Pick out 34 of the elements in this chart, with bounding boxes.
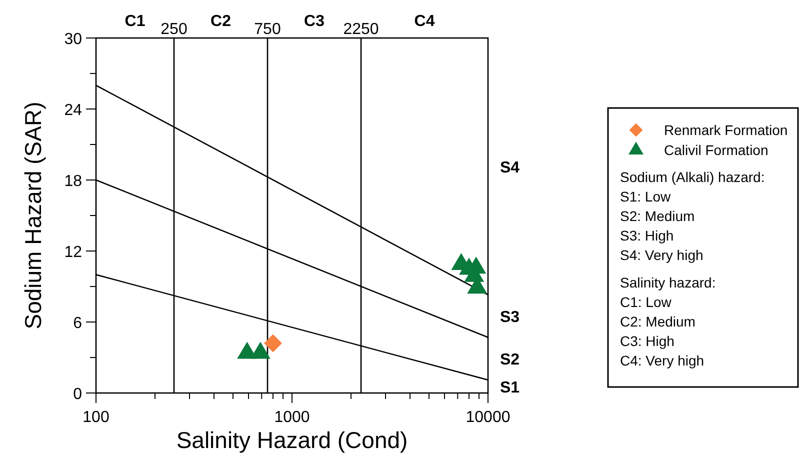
- y-axis-title: Sodium Hazard (SAR): [20, 102, 46, 330]
- y-tick-label: 6: [73, 315, 82, 332]
- text: S1: Low: [620, 188, 672, 204]
- y-tick-label: 0: [73, 386, 82, 403]
- ref-line-label: 250: [160, 21, 188, 38]
- text: S2: [500, 352, 520, 369]
- y-tick-label: 18: [64, 173, 82, 190]
- ref-line-label: 2250: [343, 21, 379, 38]
- x-tick-label: 1000: [274, 409, 310, 426]
- text: S4: [500, 159, 520, 176]
- text: C3: High: [620, 333, 674, 349]
- x-tick-label: 100: [82, 409, 110, 426]
- text: Salinity hazard:: [620, 274, 716, 290]
- y-tick-label: 12: [64, 244, 82, 261]
- text: C4: [414, 13, 435, 30]
- text: S2: Medium: [620, 208, 695, 224]
- x-tick-label: 10000: [466, 409, 510, 426]
- text: S1: [500, 379, 520, 396]
- y-tick-label: 24: [64, 102, 82, 119]
- x-axis-title: Salinity Hazard (Cond): [176, 427, 408, 453]
- text: S4: Very high: [620, 247, 704, 263]
- text: S3: High: [620, 228, 674, 244]
- ref-line-label: 750: [254, 21, 281, 38]
- text: C2: [210, 13, 232, 30]
- y-tick-label: 30: [64, 31, 82, 48]
- text: S3: [500, 309, 520, 326]
- legend-label: Calivil Formation: [664, 142, 768, 158]
- text: C3: [304, 13, 325, 30]
- legend-label: Renmark Formation: [664, 122, 788, 138]
- text: Sodium (Alkali) hazard:: [620, 169, 765, 185]
- text: C4: Very high: [620, 352, 704, 368]
- text: C1: Low: [620, 294, 672, 310]
- text: C1: [124, 13, 146, 30]
- text: C2: Medium: [620, 314, 696, 330]
